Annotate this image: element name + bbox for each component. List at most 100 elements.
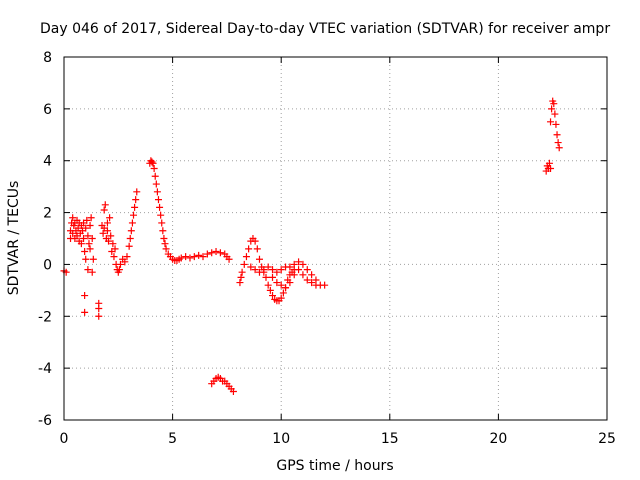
data-point — [295, 266, 303, 274]
data-point — [212, 247, 220, 255]
data-point — [238, 268, 246, 276]
data-point — [551, 110, 559, 118]
data-point — [89, 255, 97, 263]
data-point — [242, 253, 250, 261]
data-point — [199, 253, 207, 261]
data-point — [312, 281, 320, 289]
data-point — [149, 159, 157, 167]
data-point — [84, 266, 92, 274]
data-point — [131, 203, 139, 211]
data-point — [177, 254, 185, 262]
data-point — [133, 188, 141, 196]
data-point — [286, 263, 294, 271]
x-axis-label: GPS time / hours — [276, 458, 393, 474]
data-point — [160, 235, 168, 242]
data-point — [130, 211, 138, 219]
x-tick-label: 5 — [168, 431, 177, 447]
data-point — [88, 235, 96, 242]
data-point — [159, 227, 167, 235]
data-point — [127, 227, 135, 235]
y-tick-label: 6 — [43, 102, 52, 118]
data-point — [550, 100, 558, 108]
data-point — [190, 253, 198, 261]
data-point — [125, 242, 133, 250]
data-point — [82, 255, 90, 263]
data-point — [299, 260, 307, 268]
data-point — [109, 240, 117, 248]
plot-frame — [63, 56, 608, 421]
data-point — [81, 308, 89, 316]
data-point — [103, 219, 111, 227]
data-point — [101, 201, 109, 209]
data-point — [264, 263, 272, 271]
data-point — [69, 214, 77, 222]
data-point — [84, 232, 92, 240]
data-point — [86, 222, 94, 230]
data-point — [308, 279, 316, 287]
data-point — [86, 245, 94, 253]
data-point — [106, 214, 114, 222]
data-point — [87, 214, 95, 222]
data-point — [253, 245, 261, 253]
data-point — [237, 273, 245, 281]
data-point — [83, 216, 91, 224]
data-point — [95, 312, 103, 320]
data-point — [286, 279, 294, 287]
data-point — [158, 219, 166, 227]
data-point — [80, 235, 88, 242]
data-point — [115, 266, 123, 274]
x-tick-label: 15 — [381, 431, 399, 447]
data-point — [95, 305, 103, 313]
data-point — [225, 255, 233, 263]
data-point — [132, 196, 140, 204]
data-point — [110, 253, 118, 261]
data-point — [162, 245, 170, 253]
data-point — [266, 286, 274, 294]
data-point — [203, 250, 211, 258]
data-point — [308, 271, 316, 279]
data-point — [150, 164, 158, 172]
data-point — [273, 268, 281, 276]
data-point — [555, 144, 563, 152]
data-point — [105, 237, 113, 245]
axis-ticks: 0 5 10 15 20 25 -6 -4 -2 0 2 4 6 8 — [38, 50, 616, 447]
data-point — [251, 237, 259, 245]
data-point — [303, 276, 311, 284]
data-point — [77, 240, 85, 248]
data-point — [186, 254, 194, 262]
data-point — [153, 188, 161, 196]
data-point — [151, 172, 159, 180]
data-point — [295, 258, 303, 266]
data-point — [148, 158, 156, 166]
data-point — [290, 271, 298, 279]
data-point — [116, 260, 124, 268]
data-point — [255, 255, 263, 263]
y-tick-label: 2 — [43, 206, 52, 222]
x-tick-label: 0 — [60, 431, 69, 447]
data-point — [152, 180, 160, 188]
data-point — [229, 387, 237, 395]
data-point — [195, 251, 203, 259]
y-tick-label: -2 — [38, 309, 52, 325]
x-tick-label: 25 — [598, 431, 616, 447]
data-point — [277, 266, 285, 274]
data-point — [277, 281, 285, 289]
y-tick-label: -4 — [38, 361, 52, 377]
data-point — [545, 159, 553, 167]
data-point — [282, 284, 290, 292]
chart-title: Day 046 of 2017, Sidereal Day-to-day VTE… — [40, 21, 610, 37]
data-point — [156, 203, 164, 211]
data-point — [262, 273, 270, 281]
data-point — [277, 294, 285, 302]
data-point — [269, 292, 277, 300]
data-point — [121, 258, 129, 266]
data-point — [269, 266, 277, 274]
data-point — [290, 260, 298, 268]
data-point — [251, 266, 259, 274]
y-tick-label: 4 — [43, 154, 52, 170]
x-tick-label: 20 — [489, 431, 507, 447]
data-point — [111, 245, 119, 253]
data-point — [547, 118, 555, 126]
data-point — [554, 139, 562, 147]
